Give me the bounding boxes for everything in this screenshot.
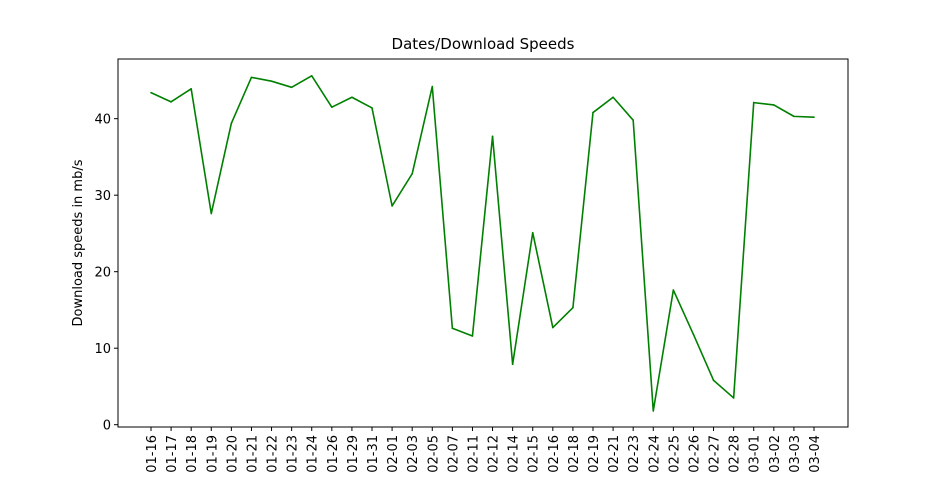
x-tick-label: 01-29 [346,435,361,473]
x-tick-label: 02-15 [527,435,542,473]
y-axis: 0 10 20 30 40 [94,113,118,434]
data-point [732,397,735,399]
data-point [773,104,775,106]
data-point [270,80,273,82]
download-speed-line [150,75,815,412]
data-point [471,335,474,337]
data-point [612,96,614,99]
y-tick-label: 40 [94,113,111,128]
x-tick-label: 01-19 [205,435,220,473]
x-tick-label: 02-01 [386,435,401,473]
data-point [230,122,233,125]
x-tick-label: 01-20 [225,435,240,473]
data-point [391,205,393,207]
data-point [351,96,353,99]
data-point [250,76,253,79]
data-point [431,85,434,88]
data-point [632,119,634,122]
x-tick-label: 02-21 [607,435,622,473]
y-tick-label: 30 [94,189,111,204]
data-point [813,116,815,118]
x-tick-label: 03-03 [788,435,803,473]
data-point [572,306,574,309]
plot-area-frame [117,58,849,428]
data-point [210,212,213,215]
x-tick-label: 01-16 [145,435,160,473]
data-point [592,111,594,114]
data-point [451,327,454,330]
x-tick-label: 02-12 [487,435,502,473]
y-tick-label: 20 [94,266,111,281]
data-point [190,88,192,90]
x-tick-label: 03-04 [808,435,823,473]
x-tick-label: 03-02 [768,435,783,473]
data-point [331,106,333,108]
series-group [150,75,815,412]
x-tick-label: 01-18 [185,435,200,473]
data-point [170,101,172,103]
data-point [491,135,494,138]
x-tick-label: 01-31 [366,435,381,473]
data-point [511,363,514,366]
x-tick-label: 01-21 [245,435,260,473]
x-tick-label: 02-18 [567,435,582,473]
y-tick-label: 0 [103,419,111,434]
data-point [652,410,655,412]
x-tick-label: 02-23 [627,435,642,473]
x-tick-label: 03-01 [748,435,763,473]
x-tick-label: 01-17 [165,435,180,473]
x-tick-label: 01-22 [266,435,281,473]
x-axis: 01-16 01-17 01-18 01-19 01-20 01-21 01-22 01-23… [145,427,823,473]
x-tick-label: 01-26 [326,435,341,473]
data-point [552,326,554,329]
data-point [692,333,695,336]
data-point [712,379,715,382]
y-axis-label: Download speeds in mb/s [71,159,86,326]
x-tick-label: 02-03 [406,435,421,473]
data-point [150,91,152,94]
data-point [371,107,373,109]
data-point [290,86,293,89]
x-tick-label: 02-28 [728,435,743,473]
x-tick-label: 02-11 [466,435,481,473]
x-tick-label: 01-23 [286,435,301,473]
x-tick-label: 02-25 [667,435,682,473]
x-tick-label: 02-24 [647,435,662,473]
y-tick-label: 10 [94,342,111,357]
data-point [531,231,534,234]
x-tick-label: 02-27 [708,435,723,473]
x-tick-label: 02-14 [507,435,522,473]
data-point [752,101,755,104]
data-point [672,289,675,291]
data-point [793,115,795,118]
data-point [411,172,413,175]
chart-title: Dates/Download Speeds [392,35,575,53]
x-tick-label: 02-05 [426,435,441,473]
x-tick-label: 02-07 [446,435,461,473]
x-tick-label: 02-26 [687,435,702,473]
x-tick-label: 02-19 [587,435,602,473]
x-tick-label: 01-24 [306,435,321,473]
data-point [310,75,313,77]
x-tick-label: 02-16 [547,435,562,473]
